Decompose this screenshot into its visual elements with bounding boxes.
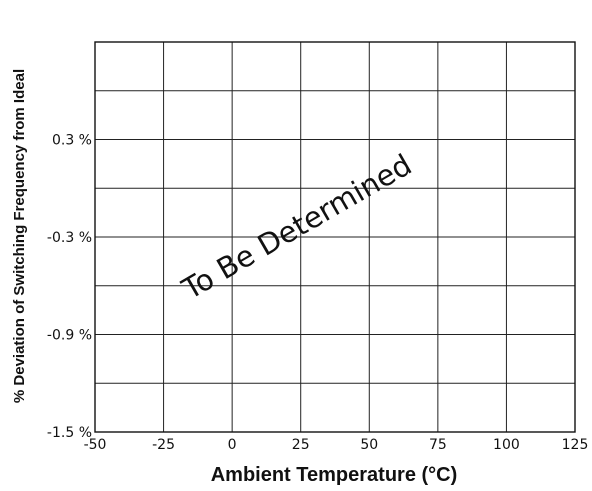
y-tick-label: -1.5 % xyxy=(47,425,92,441)
x-axis-title: Ambient Temperature (°C) xyxy=(211,464,458,486)
x-tick-label: 50 xyxy=(360,437,378,453)
x-tick-labels: -50 -25 0 25 50 75 100 125 xyxy=(84,437,589,453)
y-axis-title: % Deviation of Switching Frequency from … xyxy=(11,69,28,403)
y-tick-label: 0.3 % xyxy=(52,133,92,149)
x-tick-label: 100 xyxy=(493,437,520,453)
y-tick-label: -0.9 % xyxy=(47,328,92,344)
y-tick-labels: 0.3 % -0.3 % -0.9 % -1.5 % xyxy=(47,133,92,442)
x-tick-label: 25 xyxy=(292,437,310,453)
x-tick-label: 0 xyxy=(228,437,237,453)
x-tick-label: -50 xyxy=(84,437,107,453)
x-tick-label: 75 xyxy=(429,437,447,453)
plot-frame xyxy=(94,41,576,433)
x-tick-label: -25 xyxy=(152,437,175,453)
x-tick-label: 125 xyxy=(562,437,589,453)
y-tick-label: -0.3 % xyxy=(47,230,92,246)
